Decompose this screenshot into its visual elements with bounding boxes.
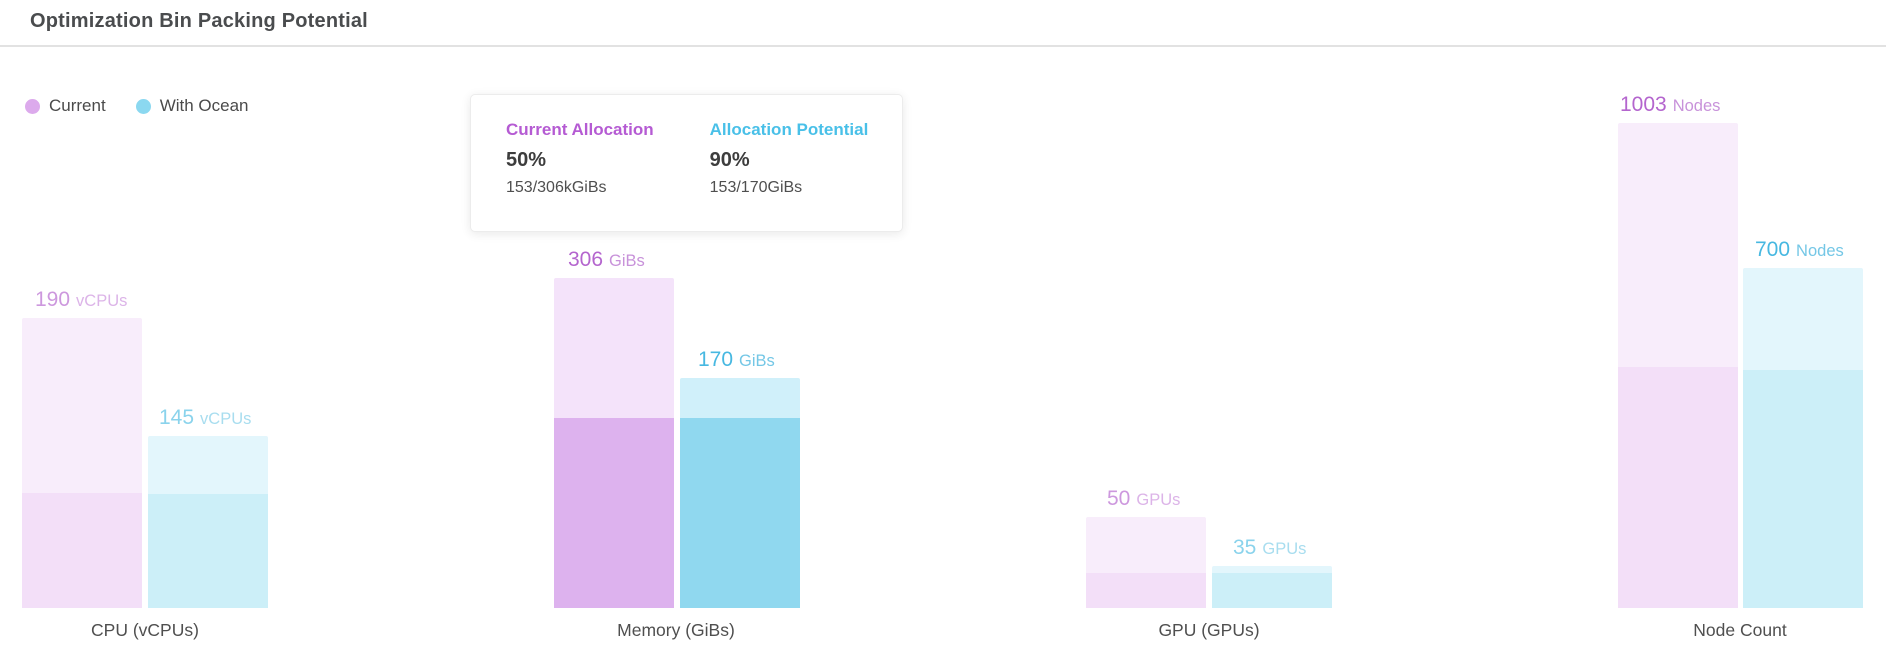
- bar-current[interactable]: [1086, 517, 1206, 608]
- bar-used-segment: [22, 493, 142, 608]
- header-divider: [0, 45, 1886, 47]
- bar-with-ocean[interactable]: [1743, 268, 1863, 608]
- legend-item-current[interactable]: Current: [25, 96, 106, 116]
- tooltip-percent-value: 50%: [506, 149, 547, 171]
- legend-item-label: With Ocean: [159, 96, 249, 115]
- category-label: Memory (GiBs): [617, 620, 735, 640]
- bar-used-segment: [554, 418, 674, 608]
- bar-value-label: 1003 Nodes: [1620, 94, 1720, 115]
- bar-value-number: 306: [568, 248, 604, 271]
- bar-value-number: 145: [159, 406, 195, 429]
- bar-value-unit: vCPUs: [76, 292, 128, 310]
- bar-value-number: 1003: [1620, 93, 1667, 116]
- category-label: CPU (vCPUs): [91, 620, 199, 640]
- bar-value-unit: GPUs: [1262, 540, 1307, 558]
- bar-value-unit: GiBs: [739, 352, 775, 370]
- tooltip-allocation-potential-column: Allocation Potential 90% 153/170GiBs: [710, 120, 869, 231]
- bar-value-unit: GPUs: [1136, 491, 1181, 509]
- bar-used-segment: [148, 494, 268, 608]
- bar-value-label: 35 GPUs: [1233, 537, 1306, 558]
- tooltip-detail-value: 153/306kGiBs: [506, 179, 607, 196]
- allocation-tooltip: Current Allocation 50% 153/306kGiBs Allo…: [470, 94, 903, 232]
- with-ocean-series-dot-icon: [135, 98, 151, 114]
- current-series-dot-icon: [25, 98, 40, 114]
- bar-current[interactable]: [22, 318, 142, 608]
- bar-value-number: 700: [1755, 238, 1791, 261]
- tooltip-percent-value: 90%: [709, 149, 750, 171]
- bar-current[interactable]: [1618, 123, 1738, 608]
- bar-value-label: 145 vCPUs: [159, 407, 251, 428]
- bar-value-number: 190: [35, 288, 71, 311]
- tooltip-column-title: Allocation Potential: [709, 120, 869, 139]
- category-label: Node Count: [1693, 620, 1787, 640]
- tooltip-column-title: Current Allocation: [506, 120, 654, 139]
- bar-with-ocean[interactable]: [1212, 566, 1332, 608]
- bar-value-label: 306 GiBs: [568, 249, 645, 270]
- bar-value-unit: vCPUs: [200, 410, 252, 428]
- tooltip-detail-value: 153/170GiBs: [709, 179, 803, 196]
- bar-used-segment: [1212, 573, 1332, 608]
- bar-value-unit: Nodes: [1672, 97, 1721, 115]
- category-label: GPU (GPUs): [1158, 620, 1260, 640]
- bar-value-unit: Nodes: [1796, 242, 1844, 260]
- bar-value-number: 50: [1107, 487, 1131, 510]
- bar-used-segment: [1743, 370, 1863, 608]
- bar-value-number: 35: [1233, 536, 1257, 559]
- tooltip-current-allocation-column: Current Allocation 50% 153/306kGiBs: [506, 120, 654, 231]
- bar-used-segment: [1618, 367, 1738, 608]
- bar-used-segment: [1086, 573, 1206, 608]
- bar-with-ocean[interactable]: [680, 378, 800, 608]
- page-title: Optimization Bin Packing Potential: [30, 10, 368, 32]
- bar-value-label: 170 GiBs: [698, 349, 775, 370]
- bar-value-label: 700 Nodes: [1755, 239, 1844, 260]
- bar-current[interactable]: [554, 278, 674, 608]
- bar-value-unit: GiBs: [609, 252, 645, 270]
- legend-item-label: Current: [49, 96, 106, 115]
- bar-value-label: 50 GPUs: [1107, 488, 1180, 509]
- bar-value-label: 190 vCPUs: [35, 289, 127, 310]
- bar-value-number: 170: [698, 348, 734, 371]
- bar-with-ocean[interactable]: [148, 436, 268, 608]
- chart-legend: Current With Ocean: [25, 96, 249, 116]
- legend-item-with-ocean[interactable]: With Ocean: [135, 96, 249, 116]
- bar-used-segment: [680, 418, 800, 608]
